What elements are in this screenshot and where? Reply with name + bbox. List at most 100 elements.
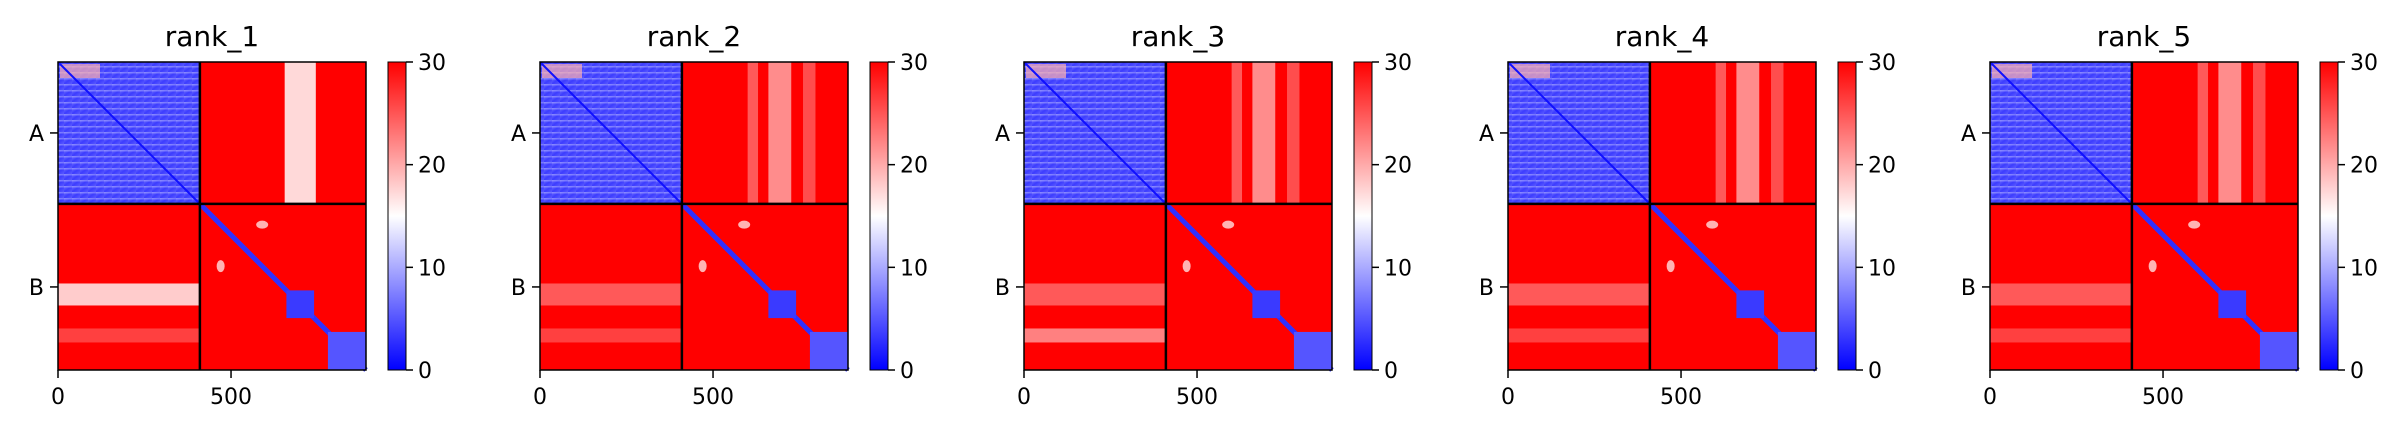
- inter-chain-stripe-1: [1736, 62, 1760, 204]
- colorbar-tick-label: 20: [418, 154, 446, 179]
- row-label-A: A: [511, 122, 526, 147]
- inter-chain-stripe-1: [2218, 62, 2242, 204]
- domain-block-1: [286, 290, 315, 319]
- inter-chain-band-2: [1508, 328, 1650, 343]
- contact-spot-1: [1222, 220, 1235, 229]
- domain-block-2: [327, 331, 366, 370]
- colorbar: [2319, 61, 2339, 371]
- inter-chain-band-2: [1024, 328, 1166, 343]
- heatmap-panel-5: rank_5 A B 0 500 0 10 20 30: [1961, 20, 2378, 410]
- inter-chain-band: [540, 283, 682, 306]
- colorbar-tick-label: 20: [2350, 154, 2378, 179]
- row-label-A: A: [1479, 122, 1494, 147]
- heatmap-frame: [1507, 61, 1817, 371]
- domain-block-2: [1777, 331, 1816, 370]
- x-tick-label: 0: [1017, 385, 1031, 410]
- colorbar: [387, 61, 407, 371]
- contact-spot-2: [216, 260, 225, 273]
- inter-chain-stripe-2: [803, 62, 816, 204]
- colorbar-tick-label: 20: [1868, 154, 1896, 179]
- inter-chain-band: [1508, 283, 1650, 306]
- heatmap-panel-3: rank_3 A B 0 500 0 10 20 30: [995, 20, 1412, 410]
- panel-title: rank_1: [165, 20, 259, 53]
- colorbar-tick-label: 20: [1384, 154, 1412, 179]
- inter-chain-stripe-2: [2253, 62, 2266, 204]
- inter-chain-stripe-0: [747, 62, 759, 204]
- row-label-B: B: [995, 276, 1010, 301]
- colorbar-tick-label: 0: [900, 359, 914, 384]
- diagonal-A: [1023, 61, 1167, 205]
- domain-block-1: [1252, 290, 1281, 319]
- heatmap-frame: [1023, 61, 1333, 371]
- heatmap-panel-1: rank_1 A B 0 500 0 10 20 30: [29, 20, 446, 410]
- row-label-B: B: [1479, 276, 1494, 301]
- heatmap-panel-4: rank_4 A B 0 500 0 10 20 30: [1479, 20, 1896, 410]
- contact-spot-1: [2188, 220, 2201, 229]
- row-label-A: A: [995, 122, 1010, 147]
- heatmap-frame: [57, 61, 367, 371]
- colorbar-tick-label: 0: [1868, 359, 1882, 384]
- colorbar-tick-label: 0: [418, 359, 432, 384]
- colorbar-tick-label: 30: [900, 51, 928, 76]
- domain-block-1: [768, 290, 797, 319]
- contact-spot-2: [1666, 260, 1675, 273]
- contact-spot-2: [2148, 260, 2157, 273]
- x-tick-label: 0: [1501, 385, 1515, 410]
- contact-spot-2: [698, 260, 707, 273]
- panel-title: rank_4: [1615, 20, 1709, 53]
- contact-spot-1: [738, 220, 751, 229]
- contact-spot-2: [1182, 260, 1191, 273]
- x-tick-label: 0: [51, 385, 65, 410]
- colorbar-tick-label: 10: [1384, 256, 1412, 281]
- row-label-B: B: [29, 276, 44, 301]
- row-label-A: A: [29, 122, 44, 147]
- colorbar-tick-label: 0: [2350, 359, 2364, 384]
- domain-block-2: [2259, 331, 2298, 370]
- panel-title: rank_3: [1131, 20, 1225, 53]
- colorbar: [1837, 61, 1857, 371]
- inter-chain-stripe-2: [1287, 62, 1300, 204]
- inter-chain-stripe-1: [1252, 62, 1276, 204]
- colorbar-tick-label: 30: [418, 51, 446, 76]
- diagonal-A: [1507, 61, 1651, 205]
- panel-title: rank_2: [647, 20, 741, 53]
- x-tick-label: 500: [1176, 385, 1218, 410]
- x-tick-label: 500: [692, 385, 734, 410]
- colorbar-tick-label: 10: [900, 256, 928, 281]
- domain-block-2: [809, 331, 848, 370]
- colorbar-tick-label: 10: [418, 256, 446, 281]
- colorbar-tick-label: 30: [1384, 51, 1412, 76]
- domain-block-1: [1736, 290, 1765, 319]
- row-label-A: A: [1961, 122, 1976, 147]
- x-tick-label: 0: [533, 385, 547, 410]
- heatmap-panel-2: rank_2 A B 0 500 0 10 20 30: [511, 20, 928, 410]
- inter-chain-stripe-0: [1715, 62, 1727, 204]
- row-label-B: B: [511, 276, 526, 301]
- colorbar-tick-label: 10: [1868, 256, 1896, 281]
- inter-chain-band-2: [1990, 328, 2132, 343]
- heatmap-frame: [1989, 61, 2299, 371]
- colorbar: [869, 61, 889, 371]
- inter-chain-stripe-1: [768, 62, 792, 204]
- colorbar-tick-label: 0: [1384, 359, 1398, 384]
- inter-chain-stripe-2: [1771, 62, 1784, 204]
- inter-chain-band: [1024, 283, 1166, 306]
- colorbar-tick-label: 30: [2350, 51, 2378, 76]
- contact-spot-1: [256, 220, 269, 229]
- inter-chain-stripe-0: [2197, 62, 2209, 204]
- inter-chain-band: [58, 283, 200, 306]
- inter-chain-stripe-0: [284, 62, 316, 204]
- colorbar-tick-label: 10: [2350, 256, 2378, 281]
- inter-chain-band-2: [58, 328, 200, 343]
- inter-chain-stripe-0: [1231, 62, 1243, 204]
- contact-spot-1: [1706, 220, 1719, 229]
- x-tick-label: 500: [2142, 385, 2184, 410]
- diagonal-A: [539, 61, 683, 205]
- colorbar: [1353, 61, 1373, 371]
- x-tick-label: 0: [1983, 385, 1997, 410]
- inter-chain-band: [1990, 283, 2132, 306]
- diagonal-A: [1989, 61, 2133, 205]
- colorbar-tick-label: 30: [1868, 51, 1896, 76]
- heatmap-frame: [539, 61, 849, 371]
